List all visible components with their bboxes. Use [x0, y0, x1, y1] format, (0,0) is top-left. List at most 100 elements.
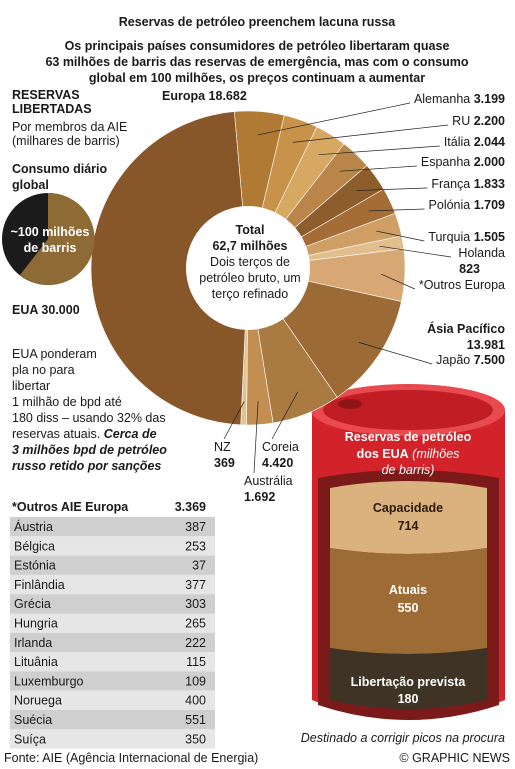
table-cell: Hungria: [14, 617, 58, 631]
slice-label: Japão 7.500: [436, 353, 505, 367]
note-text: 1 milhão de bpd até: [12, 395, 122, 409]
leader-line: [271, 391, 299, 440]
consumption-value: de barris: [24, 241, 77, 255]
source: Fonte: AIE (Agência Internacional de Ene…: [4, 751, 258, 765]
table-row-bg: [10, 671, 215, 691]
table-cell: Luxemburgo: [14, 674, 84, 688]
table-header: *Outros AIE Europa: [12, 500, 129, 514]
barrel-lid: [323, 390, 493, 430]
table-cell: 37: [192, 559, 206, 573]
slice-label: RU 2.200: [452, 114, 505, 128]
title: Reservas de petróleo preenchem lacuna ru…: [119, 15, 397, 29]
note-line: libertar: [12, 379, 50, 393]
slice-name: Alemanha: [414, 92, 470, 106]
left-heading: LIBERTADAS: [12, 102, 92, 116]
table-cell: Grécia: [14, 597, 51, 611]
left-sub: (milhares de barris): [12, 134, 120, 148]
slice-value: 1.505: [474, 230, 505, 244]
slice-label: Austrália: [244, 474, 293, 488]
slice-value: 369: [214, 456, 235, 470]
table-cell: 253: [185, 539, 206, 553]
pie-slice: [90, 111, 249, 426]
note-emphasis: 3 milhões bpd de petróleo: [12, 443, 167, 457]
level-value: 180: [398, 692, 419, 706]
slice-value: 2.000: [474, 155, 505, 169]
slice-label: Turquia 1.505: [428, 230, 505, 244]
table-cell: Suíça: [14, 732, 46, 746]
slice-value: 2.044: [474, 135, 505, 149]
table-row-bg: [10, 613, 215, 633]
table-header: 3.369: [175, 500, 206, 514]
level-current: [330, 548, 487, 654]
table-cell: 222: [185, 636, 206, 650]
note-line: pla no para: [12, 363, 75, 377]
note-line: EUA ponderam: [12, 347, 97, 361]
note-line: 1 milhão de bpd até: [12, 395, 122, 409]
consumption-title: global: [12, 178, 49, 192]
table-cell: Estónia: [14, 559, 56, 573]
slice-label: NZ: [214, 440, 231, 454]
group-label: Europa 18.682: [162, 89, 247, 103]
slice-value: 1.833: [474, 177, 505, 191]
table-cell: Suécia: [14, 713, 52, 727]
slice-value: 7.500: [474, 353, 505, 367]
slice-label: Alemanha 3.199: [414, 92, 505, 106]
table-row-bg: [10, 536, 215, 556]
table-cell: Noruega: [14, 694, 62, 708]
center-label: petróleo bruto, um: [199, 271, 300, 285]
level-label: Atuais: [389, 583, 427, 597]
barrel-unit: (milhões: [412, 447, 459, 461]
level-value: 550: [398, 601, 419, 615]
left-sub: Por membros da AIE: [12, 120, 127, 134]
slice-label: França 1.833: [431, 177, 505, 191]
table-cell: Lituânia: [14, 655, 58, 669]
table-row-bg: [10, 690, 215, 710]
leader-line: [292, 124, 449, 143]
slice-name: Espanha: [421, 155, 470, 169]
table-cell: 115: [186, 655, 206, 669]
slice-value: 4.420: [262, 456, 293, 470]
barrel-caption: Destinado a corrigir picos na procura: [301, 731, 505, 745]
slice-name: Itália: [444, 135, 470, 149]
leader-line: [223, 401, 245, 440]
leader-line: [253, 401, 259, 474]
table-cell: Bélgica: [14, 539, 55, 553]
slice-label: Polónia 1.709: [429, 198, 506, 212]
slice-label: Coreia: [262, 440, 299, 454]
slice-name: Japão: [436, 353, 470, 367]
slice-label: Itália 2.044: [444, 135, 505, 149]
center-label: Total: [236, 223, 265, 237]
leader-line: [257, 102, 411, 136]
table-cell: Irlanda: [14, 636, 52, 650]
barrel-title-part: dos EUA: [357, 447, 409, 461]
level-label: Libertação prevista: [351, 675, 467, 689]
table-cell: 400: [185, 694, 206, 708]
table-cell: 377: [185, 578, 206, 592]
subtitle: 63 milhões de barris das reservas de eme…: [45, 55, 468, 69]
slice-name: NZ: [214, 440, 231, 454]
barrel-cap: [338, 399, 362, 409]
donut-hole: [186, 206, 310, 330]
leader-line: [381, 273, 415, 290]
level-capacity: [330, 481, 487, 554]
subtitle: global em 100 milhões, os preços continu…: [89, 71, 425, 85]
credit: © GRAPHIC NEWS: [399, 751, 510, 765]
slice-value: 2.200: [474, 114, 505, 128]
note-line: reservas atuais. Cerca de: [12, 427, 157, 441]
leader-line: [339, 165, 417, 172]
table-cell: 265: [185, 617, 206, 631]
slice-label: Holanda: [458, 246, 505, 260]
group-label: Ásia Pacífico: [427, 321, 505, 336]
slice-value: 30.000: [41, 303, 79, 317]
leader-line: [368, 208, 425, 212]
table-row-bg: [10, 710, 215, 730]
center-label: Dois terços de: [210, 255, 290, 269]
level-value: 714: [398, 519, 419, 533]
note-text: EUA ponderam: [12, 347, 97, 361]
subtitle: Os principais países consumidores de pet…: [65, 39, 450, 53]
leader-line: [376, 230, 425, 242]
leader-line: [318, 145, 440, 156]
barrel: [311, 384, 505, 720]
